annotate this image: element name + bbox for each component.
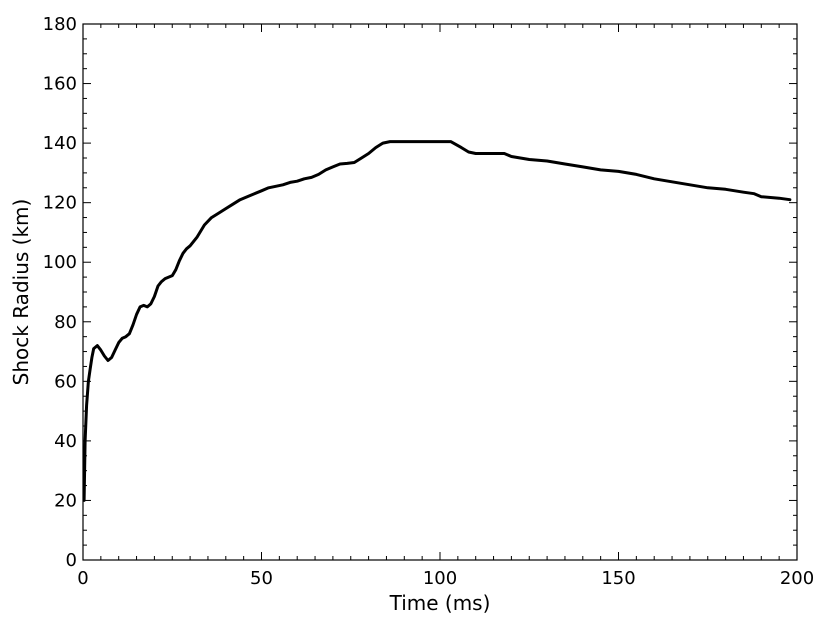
y-tick-label: 160 [43, 74, 77, 95]
y-tick-label: 80 [54, 312, 77, 333]
y-tick-label: 140 [43, 133, 77, 154]
y-tick-label: 180 [43, 14, 77, 35]
y-tick-label: 60 [54, 371, 77, 392]
y-tick-label: 0 [66, 550, 77, 571]
y-tick-label: 120 [43, 193, 77, 214]
x-tick-label: 200 [780, 568, 814, 589]
y-tick-label: 40 [54, 431, 77, 452]
plot-frame [82, 23, 798, 561]
y-tick-label: 20 [54, 490, 77, 511]
y-axis-label: Shock Radius (km) [9, 199, 33, 386]
y-tick-label: 100 [43, 252, 77, 273]
shock-radius-line [82, 140, 792, 502]
x-axis-ticks: 0 50 100 150 200 [77, 24, 814, 589]
x-tick-label: 50 [250, 568, 273, 589]
x-tick-label: 0 [77, 568, 88, 589]
x-tick-label: 100 [423, 568, 457, 589]
x-axis-label: Time (ms) [389, 591, 491, 615]
x-tick-label: 150 [601, 568, 635, 589]
